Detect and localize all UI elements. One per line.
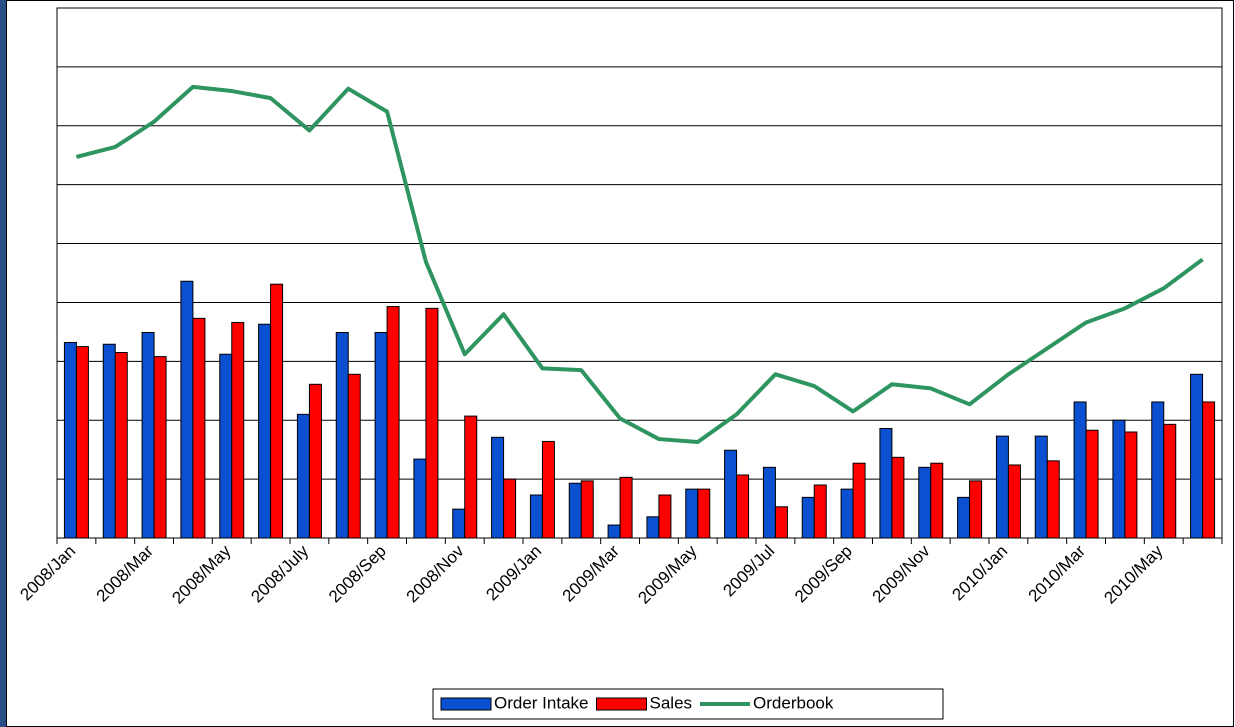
bar [219, 353, 233, 539]
bar [736, 474, 750, 539]
bar [153, 356, 167, 539]
bar [413, 458, 427, 539]
bar [1112, 419, 1126, 539]
legend-swatch [596, 697, 647, 711]
bar [697, 488, 711, 539]
bar [231, 321, 245, 539]
line [75, 84, 1204, 445]
bar [995, 435, 1009, 539]
background-strip [0, 0, 6, 727]
bar [879, 427, 893, 539]
bar [308, 383, 322, 539]
bar [724, 449, 738, 539]
bar [1046, 460, 1060, 539]
bar [347, 373, 361, 539]
bar [762, 466, 776, 539]
bar [801, 496, 815, 539]
legend-label: Order Intake [494, 693, 589, 712]
bar [386, 306, 400, 539]
bar [335, 331, 349, 539]
bar [607, 524, 621, 539]
bar [192, 317, 206, 539]
bar [969, 480, 983, 539]
bar [813, 484, 827, 539]
bar [1124, 431, 1138, 539]
bar [374, 331, 388, 539]
bar [503, 478, 517, 539]
bar [491, 436, 505, 539]
bar [1085, 429, 1099, 539]
bar [891, 456, 905, 539]
bar [658, 494, 672, 539]
bar [568, 482, 582, 539]
legend-label: Orderbook [753, 693, 834, 712]
bar [957, 496, 971, 539]
bar [619, 476, 633, 539]
bar [102, 343, 116, 539]
bar [685, 488, 699, 539]
bar [1202, 401, 1216, 539]
bar [1007, 464, 1021, 539]
bar [75, 346, 89, 539]
bar [852, 462, 866, 539]
bar [930, 462, 944, 539]
bar [141, 331, 155, 539]
bar [774, 506, 788, 539]
bar [180, 280, 194, 539]
bar [840, 488, 854, 539]
bar [918, 466, 932, 539]
legend-swatch [440, 697, 492, 711]
bar [580, 480, 594, 539]
bar [1163, 423, 1177, 539]
bar [1073, 401, 1087, 539]
bar [646, 516, 660, 539]
bar [425, 307, 439, 539]
bar [452, 508, 466, 539]
bar [1034, 435, 1048, 539]
legend-box [432, 688, 944, 720]
bar [1190, 373, 1204, 539]
bar [258, 323, 272, 539]
bar [296, 413, 310, 539]
bar [63, 341, 77, 539]
bar [1151, 401, 1165, 539]
bar [114, 352, 128, 539]
bar [464, 415, 478, 539]
legend-label: Sales [650, 693, 693, 712]
bar [270, 283, 284, 539]
bar [541, 440, 555, 539]
bar [529, 494, 543, 539]
